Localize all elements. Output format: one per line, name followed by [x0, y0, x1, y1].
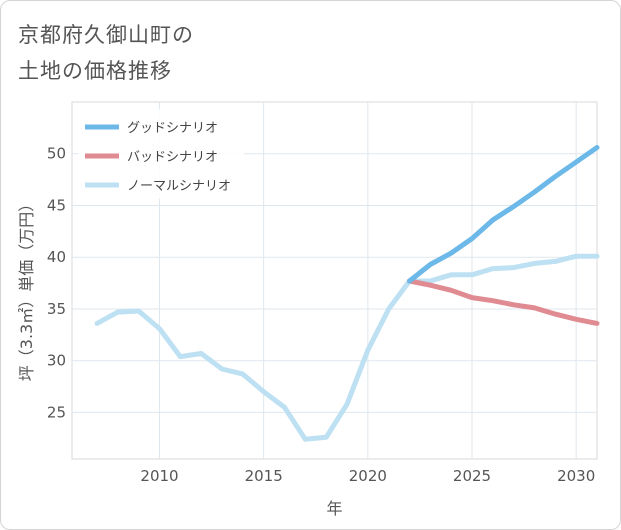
x-tick-label: 2025 [453, 467, 491, 485]
axis-ticks: 2010 2015 2020 2025 2030 25 30 35 40 45 50 [47, 145, 595, 485]
chart-title-line2: 土地の価格推移 [18, 59, 172, 83]
legend-label-1: バッドシナリオ [127, 150, 218, 165]
chart-title-line1: 京都府久御山町の [18, 23, 194, 47]
y-tick-label: 25 [47, 403, 66, 421]
series-layer [94, 145, 600, 442]
y-tick-label: 45 [47, 196, 66, 214]
legend-label-0: グッドシナリオ [127, 121, 218, 136]
series-line-2 [94, 253, 600, 442]
series-line-0 [407, 145, 600, 284]
x-tick-label: 2015 [245, 467, 283, 485]
x-axis-title: 年 [326, 499, 342, 518]
grid-lines [72, 102, 597, 459]
x-tick-label: 2010 [140, 467, 178, 485]
axis-titles: 年 坪（3.3㎡）単価（万円） [17, 196, 343, 518]
y-axis-title: 坪（3.3㎡）単価（万円） [17, 196, 36, 381]
y-tick-label: 50 [47, 145, 66, 163]
x-tick-label: 2030 [557, 467, 595, 485]
legend-label-2: ノーマルシナリオ [127, 179, 231, 194]
x-tick-label: 2020 [349, 467, 387, 485]
series-line-1 [407, 278, 600, 326]
y-tick-label: 30 [47, 352, 66, 370]
y-tick-label: 35 [47, 300, 66, 318]
y-tick-label: 40 [47, 248, 66, 266]
